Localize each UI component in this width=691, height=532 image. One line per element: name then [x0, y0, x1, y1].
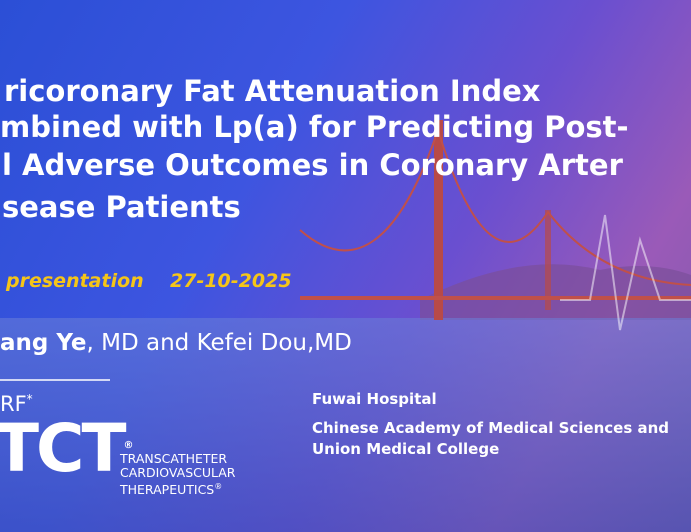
presentation-date: 27-10-2025 [170, 270, 292, 292]
logo-tagline: CARDIOVASCULAR [120, 465, 236, 480]
logo-main-mark: ® [123, 440, 134, 451]
logo-main: TCT® [0, 410, 133, 487]
logo-tagline-mark: ® [214, 482, 223, 491]
presentation-label: presentation [6, 270, 144, 292]
author: ang Ye, MD and Kefei Dou,MD [0, 330, 352, 356]
logo-top-mark: * [26, 392, 33, 406]
affiliation: Union Medical College [312, 440, 500, 458]
logo-top: RF* [0, 392, 33, 416]
logo-tagline: TRANSCATHETER [120, 451, 228, 466]
title-line: l Adverse Outcomes in Coronary Arter [2, 148, 623, 182]
author-rest: , MD and Kefei Dou,MD [86, 330, 352, 356]
author-name: ang Ye [0, 330, 87, 356]
logo-top-text: RF [0, 392, 27, 416]
affiliation: Fuwai Hospital [312, 390, 437, 408]
logo-main-text: TCT [0, 410, 126, 487]
title-line: ricoronary Fat Attenuation Index [4, 74, 541, 108]
title-line: mbined with Lp(a) for Predicting Post- [0, 110, 629, 144]
logo-tagline-text: THERAPEUTICS [120, 482, 215, 498]
title-line: sease Patients [2, 190, 241, 224]
logo-tagline: THERAPEUTICS® [120, 480, 222, 497]
affiliation: Chinese Academy of Medical Sciences and [312, 419, 670, 437]
